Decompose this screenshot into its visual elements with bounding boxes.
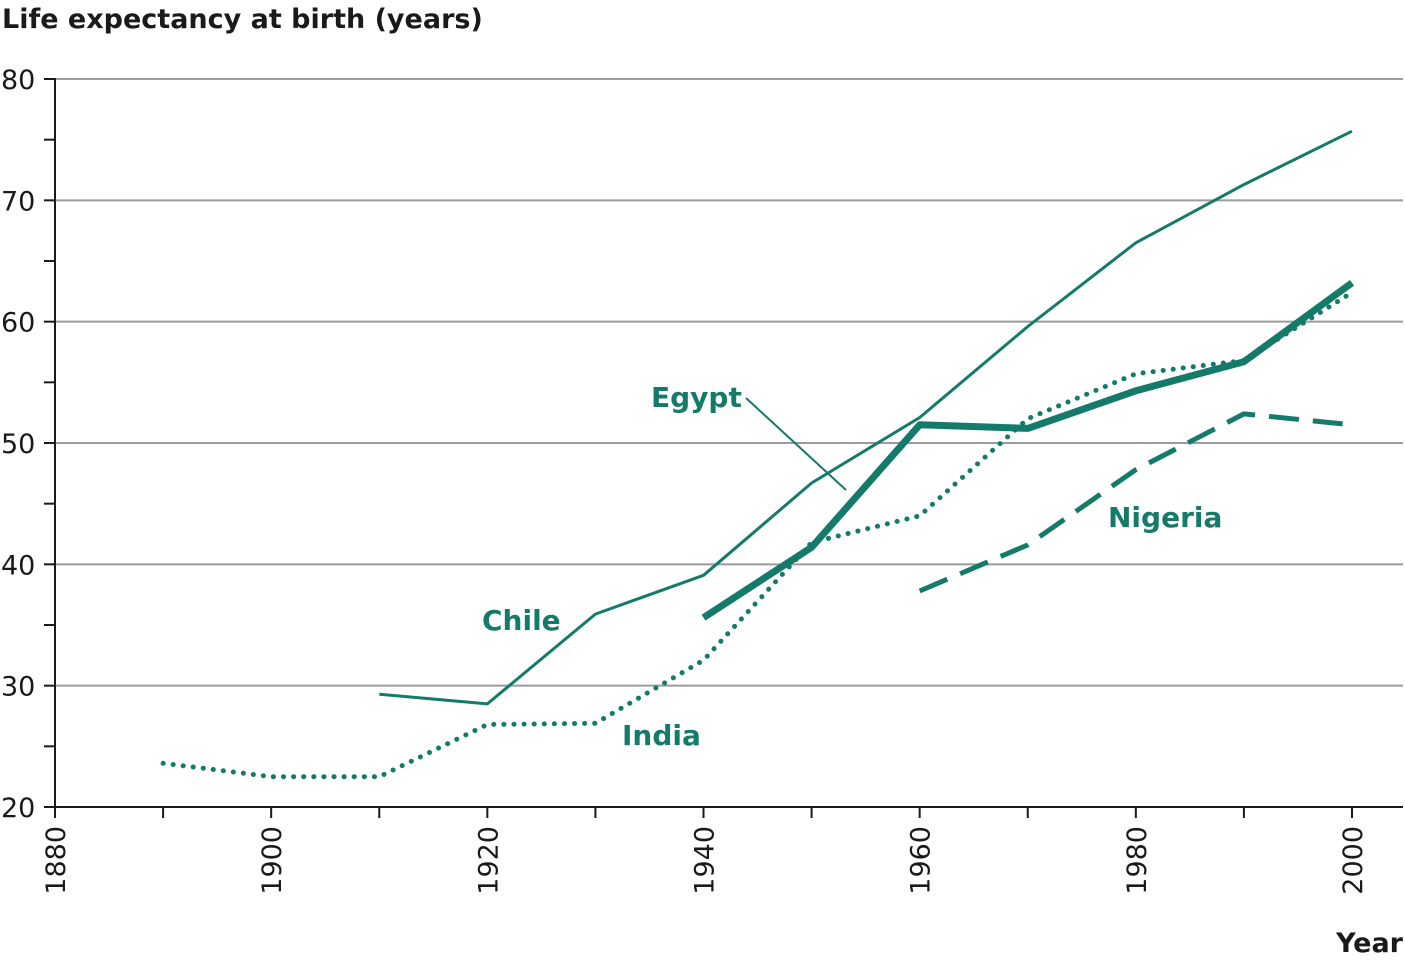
series-line-chile	[379, 129, 1353, 706]
series-label-india: India	[622, 719, 701, 752]
series-layer	[160, 129, 1355, 780]
y-tick-label: 30	[1, 672, 35, 703]
grid-layer	[55, 78, 1403, 687]
y-tick-label: 70	[1, 186, 35, 217]
x-axis-title: Year	[1335, 928, 1404, 959]
x-tick-label: 1920	[473, 826, 504, 895]
axis-layer: 20 30 40 50 60 70 80 1880 1900 1920 1940 1960 1980 20…	[1, 65, 1403, 895]
y-tick-label: 40	[1, 550, 35, 581]
x-tick-label: 1940	[690, 826, 721, 895]
series-label-egypt: Egypt	[651, 381, 742, 414]
y-axis-title: Life expectancy at birth (years)	[2, 4, 483, 35]
y-tick-label: 80	[1, 65, 35, 96]
y-tick-label: 60	[1, 308, 35, 339]
series-line-egypt	[701, 279, 1355, 621]
x-tick-label: 1980	[1122, 826, 1153, 895]
series-label-chile: Chile	[482, 604, 561, 637]
x-tick-label: 1960	[906, 826, 937, 895]
series-line-india	[160, 290, 1355, 780]
x-tick-label: 1900	[257, 826, 288, 895]
x-tick-label: 2000	[1338, 826, 1369, 895]
series-line-nigeria	[918, 411, 1353, 594]
y-tick-label: 50	[1, 429, 35, 460]
series-label-nigeria: Nigeria	[1108, 501, 1222, 534]
y-tick-label: 20	[1, 793, 35, 824]
x-tick-label: 1880	[41, 826, 72, 895]
egypt-label-leader-line	[745, 397, 847, 491]
label-layer: Chile India Egypt Nigeria	[482, 381, 1222, 752]
